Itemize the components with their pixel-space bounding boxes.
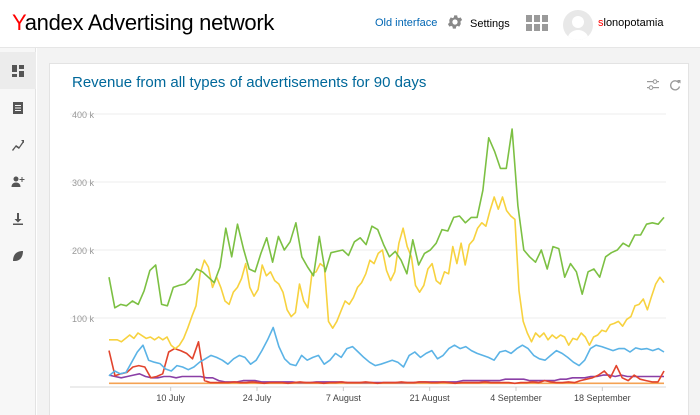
sidebar-item-dashboard[interactable] [0, 52, 36, 89]
sidebar-item-add-user[interactable] [0, 163, 36, 200]
sidebar-item-leaf[interactable] [0, 237, 36, 274]
x-tick-label: 24 July [243, 393, 272, 403]
dashboard-icon [12, 64, 24, 77]
y-axis: 100 k 200 k 300 k 400 k [72, 110, 95, 324]
refresh-icon[interactable] [668, 78, 682, 92]
apps-grid-icon[interactable] [526, 15, 548, 33]
sidebar-item-reports[interactable] [0, 89, 36, 126]
chart-series [108, 128, 665, 385]
download-icon [13, 212, 23, 225]
logo[interactable]: Yandex Advertising network [12, 9, 274, 37]
sidebar-item-statistics[interactable] [0, 126, 36, 163]
username-rest: lonopotamia [603, 17, 664, 29]
filter-settings-icon[interactable] [646, 78, 660, 92]
sidebar-item-download[interactable] [0, 200, 36, 237]
widget-title: Revenue from all types of advertisements… [72, 74, 427, 91]
sidebar [0, 48, 36, 415]
add-user-icon [11, 176, 25, 187]
x-tick-label: 7 August [326, 393, 362, 403]
y-tick-label: 400 k [72, 110, 95, 120]
logo-letter: Y [12, 10, 25, 35]
report-icon [13, 101, 23, 114]
old-interface-link[interactable]: Old interface [375, 17, 438, 29]
username-first-letter: s [598, 17, 604, 29]
chart-grid [70, 113, 666, 388]
leaf-icon [13, 250, 23, 261]
username[interactable]: slonopotamia [598, 17, 663, 29]
settings-label: Settings [470, 17, 510, 30]
statistics-icon [12, 139, 24, 151]
main-content: Revenue from all types of advertisements… [37, 48, 700, 415]
x-tick-label: 10 July [156, 393, 185, 403]
settings-button[interactable]: Settings [446, 13, 510, 34]
series-line [109, 196, 665, 350]
revenue-widget: Revenue from all types of advertisements… [49, 63, 689, 415]
x-tick-label: 21 August [410, 393, 451, 403]
top-header: Yandex Advertising network Old interface… [0, 0, 700, 48]
logo-brand: andex [24, 10, 84, 35]
x-axis: 10 July 24 July 7 August 21 August 4 Septemb… [156, 387, 631, 403]
x-tick-label: 4 September [490, 393, 542, 403]
series-line [108, 128, 665, 309]
avatar[interactable] [563, 10, 593, 40]
x-tick-label: 18 September [574, 393, 631, 403]
series-line [108, 326, 665, 377]
y-tick-label: 300 k [72, 178, 95, 188]
y-tick-label: 100 k [72, 314, 95, 324]
y-tick-label: 200 k [72, 246, 95, 256]
logo-suffix: Advertising network [87, 10, 275, 35]
gear-icon [446, 13, 464, 34]
